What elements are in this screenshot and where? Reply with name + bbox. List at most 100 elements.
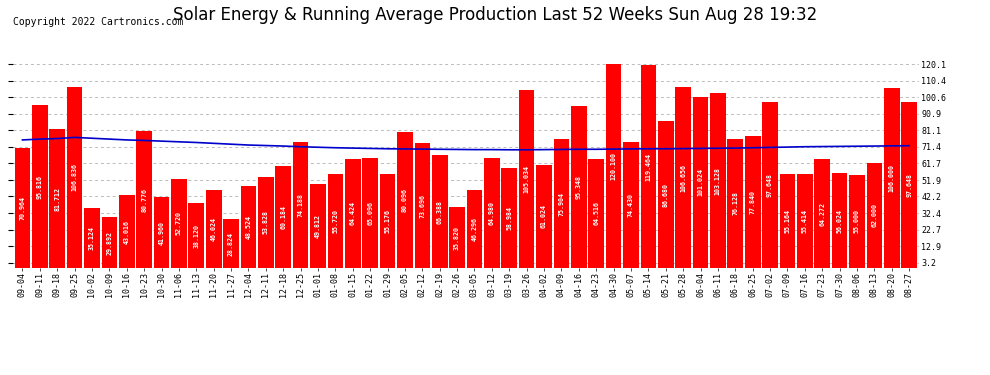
- Bar: [571, 106, 587, 268]
- Text: 81.712: 81.712: [54, 187, 60, 211]
- Bar: [606, 64, 622, 268]
- Text: 55.720: 55.720: [333, 209, 339, 233]
- Text: 58.984: 58.984: [506, 206, 512, 230]
- Text: 55.414: 55.414: [802, 209, 808, 233]
- Bar: [658, 121, 673, 268]
- Text: 66.388: 66.388: [437, 200, 443, 224]
- Bar: [710, 93, 726, 268]
- Text: 75.904: 75.904: [558, 192, 564, 216]
- Text: 52.720: 52.720: [176, 211, 182, 236]
- Bar: [537, 165, 551, 268]
- Text: 35.820: 35.820: [454, 226, 460, 250]
- Text: 48.524: 48.524: [246, 215, 251, 239]
- Text: 106.836: 106.836: [71, 164, 77, 191]
- Text: 97.648: 97.648: [906, 173, 912, 197]
- Text: 76.128: 76.128: [733, 192, 739, 216]
- Bar: [884, 88, 900, 268]
- Text: 74.430: 74.430: [628, 193, 634, 217]
- Bar: [797, 174, 813, 268]
- Text: 77.840: 77.840: [749, 190, 755, 214]
- Text: 65.096: 65.096: [367, 201, 373, 225]
- Bar: [32, 105, 48, 268]
- Bar: [693, 97, 708, 268]
- Bar: [137, 131, 151, 268]
- Bar: [466, 189, 482, 268]
- Bar: [380, 174, 395, 268]
- Text: 103.128: 103.128: [715, 166, 721, 195]
- Bar: [641, 65, 656, 268]
- Bar: [275, 166, 291, 268]
- Text: 64.980: 64.980: [489, 201, 495, 225]
- Text: 53.828: 53.828: [263, 210, 269, 234]
- Text: 29.892: 29.892: [106, 231, 113, 255]
- Bar: [328, 174, 344, 268]
- Text: 119.464: 119.464: [645, 153, 651, 181]
- Text: 49.812: 49.812: [315, 214, 321, 238]
- Bar: [153, 197, 169, 268]
- Bar: [866, 163, 882, 268]
- Bar: [362, 158, 378, 268]
- Bar: [588, 159, 604, 268]
- Bar: [832, 173, 847, 268]
- Text: 62.000: 62.000: [871, 204, 877, 228]
- Text: Copyright 2022 Cartronics.com: Copyright 2022 Cartronics.com: [13, 17, 183, 27]
- Text: 95.816: 95.816: [37, 175, 43, 199]
- Text: 106.656: 106.656: [680, 164, 686, 192]
- Bar: [84, 209, 100, 268]
- Bar: [815, 159, 830, 268]
- Bar: [206, 190, 222, 268]
- Text: 80.096: 80.096: [402, 188, 408, 212]
- Text: 64.516: 64.516: [593, 201, 599, 225]
- Text: 97.648: 97.648: [767, 173, 773, 197]
- Bar: [849, 175, 865, 268]
- Bar: [502, 168, 517, 268]
- Text: 74.188: 74.188: [298, 193, 304, 217]
- Bar: [293, 142, 309, 268]
- Bar: [224, 219, 239, 268]
- Text: 80.776: 80.776: [142, 188, 148, 211]
- Text: 86.680: 86.680: [662, 183, 668, 207]
- Bar: [50, 129, 65, 268]
- Bar: [744, 136, 760, 268]
- Text: 106.000: 106.000: [889, 164, 895, 192]
- Bar: [901, 102, 917, 268]
- Text: 41.960: 41.960: [158, 220, 164, 245]
- Text: 61.024: 61.024: [542, 204, 547, 228]
- Text: 73.696: 73.696: [420, 194, 426, 217]
- Text: 56.024: 56.024: [837, 209, 842, 232]
- Bar: [415, 143, 430, 268]
- Text: 35.124: 35.124: [89, 226, 95, 250]
- Bar: [762, 102, 778, 268]
- Bar: [66, 87, 82, 268]
- Text: 46.296: 46.296: [471, 217, 477, 241]
- Text: 55.176: 55.176: [384, 209, 390, 233]
- Text: 70.964: 70.964: [20, 196, 26, 220]
- Text: 120.100: 120.100: [611, 152, 617, 180]
- Bar: [171, 178, 187, 268]
- Bar: [258, 177, 273, 268]
- Text: 43.016: 43.016: [124, 220, 130, 244]
- Text: 28.824: 28.824: [228, 232, 234, 256]
- Bar: [241, 186, 256, 268]
- Bar: [553, 139, 569, 268]
- Text: 101.024: 101.024: [698, 168, 704, 196]
- Bar: [623, 142, 639, 268]
- Text: 46.024: 46.024: [211, 217, 217, 241]
- Text: 105.034: 105.034: [524, 165, 530, 193]
- Bar: [310, 183, 326, 268]
- Text: 55.000: 55.000: [854, 209, 860, 233]
- Bar: [728, 139, 743, 268]
- Bar: [484, 158, 500, 268]
- Text: 64.424: 64.424: [349, 201, 355, 225]
- Bar: [397, 132, 413, 268]
- Bar: [15, 148, 31, 268]
- Bar: [188, 203, 204, 268]
- Text: 64.272: 64.272: [819, 202, 826, 226]
- Bar: [519, 90, 535, 268]
- Text: Solar Energy & Running Average Production Last 52 Weeks Sun Aug 28 19:32: Solar Energy & Running Average Productio…: [173, 6, 817, 24]
- Text: 60.184: 60.184: [280, 205, 286, 229]
- Text: 38.120: 38.120: [193, 224, 199, 248]
- Bar: [102, 217, 117, 268]
- Text: 55.164: 55.164: [784, 209, 790, 233]
- Bar: [432, 155, 447, 268]
